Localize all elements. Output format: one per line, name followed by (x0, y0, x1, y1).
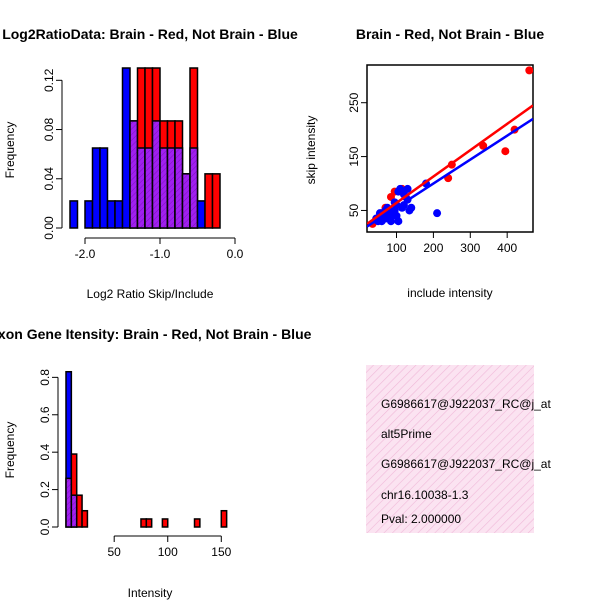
x-tick-label: 400 (497, 241, 517, 255)
event-type: alt5Prime (381, 427, 432, 441)
hist-bar (121, 67, 131, 229)
intensity-scatter: Brain - Red, Not Brain - Blue include in… (304, 26, 544, 300)
chart-title: Log2RatioData: Brain - Red, Not Brain - … (2, 26, 298, 42)
locus: chr16.10038-1.3 (381, 488, 469, 502)
hist-bar (220, 509, 228, 528)
hist-bar (106, 200, 116, 229)
hist-bar (193, 518, 201, 528)
y-tick-label: 0.4 (38, 444, 52, 461)
not-brain-point (392, 211, 401, 220)
x-tick-label: 50 (108, 545, 122, 559)
y-tick-label: 0.12 (42, 68, 56, 92)
hist-bar (69, 200, 79, 229)
overlap-bar (144, 147, 154, 229)
pval: Pval: 2.000000 (381, 512, 461, 526)
y-tick-label: 50 (347, 203, 361, 217)
hist-bar (204, 173, 214, 229)
hist-bar (196, 200, 206, 229)
overlap-bar (70, 494, 78, 528)
y-tick-label: 0.2 (38, 481, 52, 498)
log2ratio-histogram: Log2RatioData: Brain - Red, Not Brain - … (2, 26, 298, 301)
brain-point (501, 147, 510, 156)
exon-gene-intensity-histogram: Exon Gene Itensity: Brain - Red, Not Bra… (0, 326, 312, 600)
hist-bar (114, 200, 124, 229)
brain-fit-line (367, 104, 533, 225)
brain-point (525, 66, 533, 75)
x-tick-label: 300 (460, 241, 480, 255)
x-tick-label: -1.0 (150, 247, 171, 261)
hist-bar (145, 518, 153, 528)
x-axis-label: Intensity (128, 586, 173, 600)
hist-bar (99, 147, 109, 229)
overlap-bar (181, 173, 191, 229)
overlap-bar (136, 147, 146, 229)
probe-id-2: G6986617@J922037_RC@j_at (381, 457, 551, 471)
x-axis-label: Log2 Ratio Skip/Include (87, 287, 214, 301)
info-box: G6986617@J922037_RC@j_at alt5Prime G6986… (366, 365, 551, 533)
x-tick-label: -2.0 (75, 247, 96, 261)
y-tick-label: 0.00 (42, 216, 56, 240)
overlap-bar (151, 120, 161, 229)
overlap-bar (174, 147, 184, 229)
hist-bar (81, 509, 89, 528)
probe-id: G6986617@J922037_RC@j_at (381, 397, 551, 411)
y-axis-label: Frequency (3, 122, 17, 179)
hist-bar (91, 147, 101, 229)
chart-title: Exon Gene Itensity: Brain - Red, Not Bra… (0, 326, 312, 342)
x-axis-label: include intensity (407, 286, 492, 300)
overlap-bar (166, 147, 176, 229)
plot-area (367, 66, 533, 228)
y-tick-label: 0.0 (38, 518, 52, 535)
not-brain-point (407, 203, 416, 212)
not-brain-point (433, 209, 442, 218)
y-tick-label: 0.08 (42, 118, 56, 142)
not-brain-point (403, 184, 412, 193)
y-axis-label: skip intensity (304, 116, 318, 185)
overlap-bar (129, 120, 139, 229)
hist-bar (211, 173, 221, 229)
overlap-bar (189, 147, 199, 229)
y-tick-label: 0.04 (42, 167, 56, 191)
x-tick-label: 100 (386, 241, 406, 255)
y-tick-label: 0.8 (38, 369, 52, 386)
x-tick-label: 200 (423, 241, 443, 255)
y-axis-label: Frequency (3, 422, 17, 479)
plot-frame (366, 64, 534, 233)
y-tick-label: 150 (347, 146, 361, 166)
x-tick-label: 150 (211, 545, 231, 559)
hist-bar (75, 494, 83, 528)
hist-bar (84, 200, 94, 229)
hist-bar (161, 518, 169, 528)
x-tick-label: 100 (158, 545, 178, 559)
chart-title: Brain - Red, Not Brain - Blue (356, 26, 544, 42)
x-tick-label: 0.0 (227, 247, 244, 261)
not-brain-point (386, 217, 395, 226)
y-tick-label: 250 (347, 92, 361, 112)
not-brain-fit-line (367, 117, 533, 228)
overlap-bar (159, 147, 169, 229)
overlap-bar (65, 477, 73, 528)
y-tick-label: 0.6 (38, 406, 52, 423)
info-background (366, 365, 534, 533)
hist-bar (140, 518, 148, 528)
